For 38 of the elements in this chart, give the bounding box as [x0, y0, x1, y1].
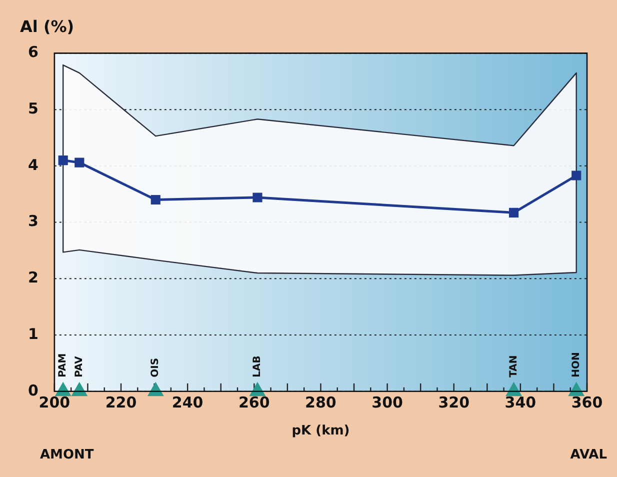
- x-tick-label: 320: [438, 393, 470, 412]
- data-label: PAV: [74, 356, 85, 378]
- point: [74, 158, 84, 168]
- point: [506, 383, 522, 396]
- y-tick-label: 0: [28, 381, 38, 400]
- x-tick-label: 280: [305, 393, 336, 412]
- x-tick-label: 360: [571, 393, 603, 412]
- point: [569, 383, 584, 396]
- point: [252, 192, 262, 202]
- y-tick-label: 3: [28, 212, 38, 230]
- point: [58, 156, 68, 166]
- data-label: LAB: [252, 356, 264, 378]
- text: AVAL: [570, 447, 607, 462]
- x-tick-label: 340: [504, 393, 536, 412]
- y-tick-label: 5: [28, 99, 38, 118]
- point: [508, 208, 519, 218]
- x-axis-title: pK (km): [292, 424, 350, 439]
- chart-title: Al (%): [20, 16, 74, 36]
- x-tick-label: 240: [172, 393, 204, 412]
- y-tick-label: 4: [28, 156, 38, 174]
- data-label: PAM: [58, 353, 69, 378]
- x-tick-label: 260: [238, 393, 270, 412]
- data-label: TAN: [508, 355, 520, 378]
- x-tick-label: 300: [372, 393, 403, 412]
- point: [72, 383, 87, 396]
- point: [572, 170, 582, 180]
- y-tick-label: 6: [28, 43, 38, 62]
- point: [56, 383, 70, 396]
- data-label: HON: [570, 352, 582, 378]
- data-label: OIS: [150, 358, 162, 378]
- x-tick-label: 200: [38, 393, 70, 412]
- text: AMONT: [40, 447, 94, 462]
- y-tick-label: 2: [28, 268, 38, 287]
- y-tick-label: 1: [28, 324, 38, 343]
- point: [148, 383, 163, 396]
- x-tick-label: 220: [105, 393, 137, 412]
- point: [150, 194, 160, 205]
- point: [250, 383, 265, 396]
